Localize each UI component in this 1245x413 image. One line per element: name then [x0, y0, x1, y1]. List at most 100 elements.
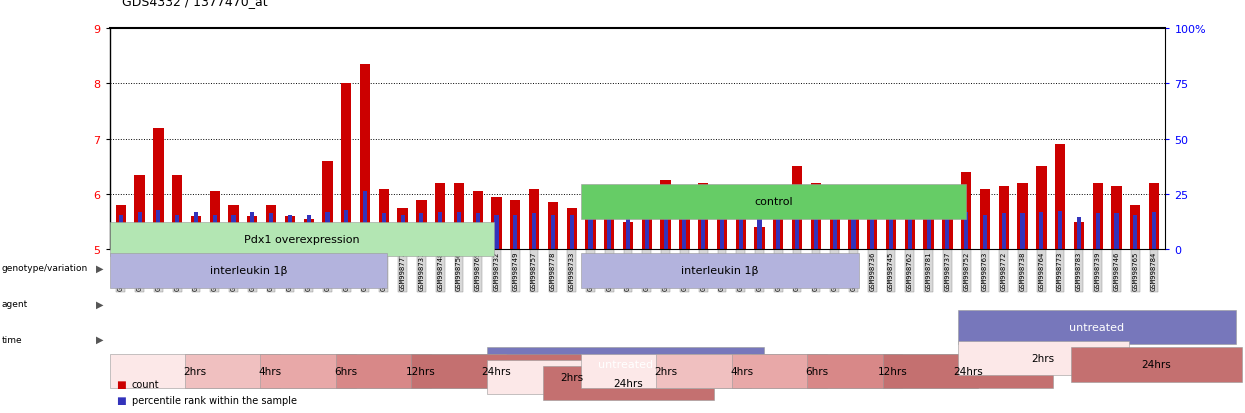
Bar: [942, 189, 952, 250]
Bar: [829, 186, 840, 250]
Bar: [773, 186, 783, 250]
Bar: [852, 214, 855, 250]
Bar: [626, 218, 630, 250]
Bar: [529, 189, 539, 250]
Text: 24hrs: 24hrs: [614, 378, 644, 388]
Bar: [814, 214, 818, 250]
Bar: [250, 212, 254, 250]
Bar: [228, 206, 239, 250]
Bar: [118, 216, 123, 250]
Bar: [454, 183, 464, 250]
Text: 12hrs: 12hrs: [878, 366, 908, 376]
Bar: [1133, 216, 1138, 250]
Bar: [397, 209, 408, 250]
Bar: [1093, 183, 1103, 250]
Text: 6hrs: 6hrs: [334, 366, 357, 376]
Bar: [964, 212, 969, 250]
Text: 24hrs: 24hrs: [482, 366, 512, 376]
Text: ▶: ▶: [96, 263, 103, 273]
Bar: [194, 212, 198, 250]
Bar: [266, 206, 276, 250]
Bar: [378, 189, 388, 250]
Text: genotype/variation: genotype/variation: [1, 264, 87, 273]
Bar: [1149, 183, 1159, 250]
Bar: [1036, 167, 1047, 250]
Bar: [810, 183, 820, 250]
Text: count: count: [132, 380, 159, 389]
Bar: [867, 200, 878, 250]
Bar: [848, 186, 859, 250]
Bar: [889, 216, 893, 250]
Bar: [833, 214, 837, 250]
Bar: [344, 210, 349, 250]
Bar: [382, 214, 386, 250]
Bar: [738, 216, 743, 250]
Bar: [476, 214, 479, 250]
Bar: [1073, 222, 1084, 250]
Text: 2hrs: 2hrs: [655, 366, 677, 376]
Bar: [420, 214, 423, 250]
Bar: [585, 192, 595, 250]
Bar: [664, 212, 667, 250]
Bar: [435, 183, 446, 250]
Bar: [494, 216, 498, 250]
Bar: [532, 214, 537, 250]
Text: 4hrs: 4hrs: [259, 366, 281, 376]
Bar: [190, 217, 202, 250]
Text: 2hrs: 2hrs: [183, 366, 207, 376]
Bar: [116, 206, 126, 250]
Bar: [608, 214, 611, 250]
Bar: [438, 212, 442, 250]
Text: ■: ■: [116, 380, 126, 389]
Bar: [360, 65, 370, 250]
Bar: [961, 173, 971, 250]
Bar: [908, 214, 911, 250]
Text: percentile rank within the sample: percentile rank within the sample: [132, 395, 298, 405]
Bar: [982, 216, 987, 250]
Bar: [682, 214, 686, 250]
Bar: [1112, 186, 1122, 250]
Bar: [604, 192, 615, 250]
Bar: [680, 192, 690, 250]
Bar: [304, 219, 314, 250]
Bar: [717, 217, 727, 250]
Text: control: control: [754, 197, 793, 207]
Bar: [285, 217, 295, 250]
Bar: [457, 212, 461, 250]
Bar: [172, 175, 182, 250]
Bar: [980, 189, 990, 250]
Bar: [513, 216, 518, 250]
Bar: [288, 216, 293, 250]
Text: 2hrs: 2hrs: [1032, 354, 1055, 363]
Bar: [566, 209, 576, 250]
Text: 24hrs: 24hrs: [952, 366, 982, 376]
Bar: [548, 203, 558, 250]
Bar: [698, 183, 708, 250]
Bar: [660, 181, 671, 250]
Text: 24hrs: 24hrs: [1142, 360, 1172, 370]
Bar: [570, 216, 574, 250]
Bar: [401, 216, 405, 250]
Bar: [777, 214, 781, 250]
Text: untreated: untreated: [1069, 322, 1124, 332]
Bar: [998, 186, 1008, 250]
Bar: [322, 161, 332, 250]
Bar: [736, 209, 746, 250]
Bar: [870, 216, 874, 250]
Bar: [153, 128, 163, 250]
Bar: [1130, 206, 1140, 250]
Bar: [720, 216, 725, 250]
Text: interleukin 1β: interleukin 1β: [209, 266, 288, 276]
Bar: [137, 212, 142, 250]
Text: 6hrs: 6hrs: [806, 366, 829, 376]
Bar: [306, 216, 311, 250]
Bar: [1114, 214, 1118, 250]
Bar: [492, 197, 502, 250]
Bar: [754, 228, 764, 250]
Bar: [926, 216, 931, 250]
Text: ▶: ▶: [96, 299, 103, 309]
Text: ▶: ▶: [96, 334, 103, 344]
Bar: [248, 217, 258, 250]
Bar: [589, 214, 593, 250]
Bar: [905, 189, 915, 250]
